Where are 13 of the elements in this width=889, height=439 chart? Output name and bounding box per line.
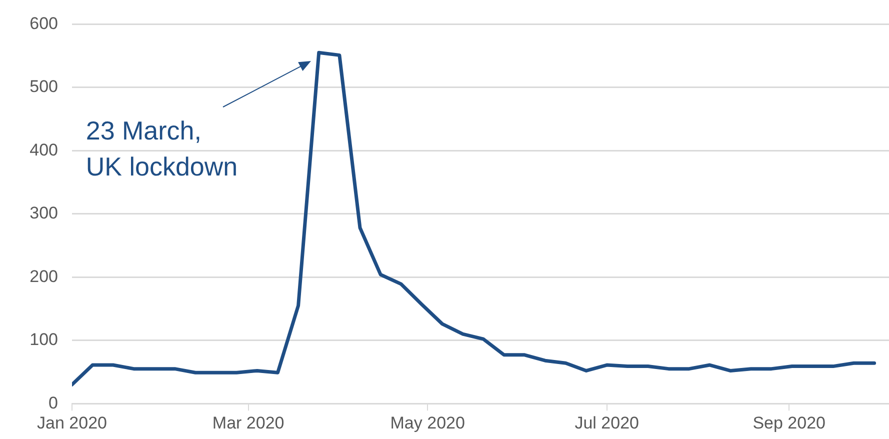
x-tick-label: Jan 2020 <box>37 413 107 432</box>
x-tick-label: May 2020 <box>390 413 465 432</box>
y-tick-label: 200 <box>30 266 58 286</box>
y-tick-label: 500 <box>30 77 58 96</box>
annotation: 23 March, UK lockdown <box>86 116 238 182</box>
y-tick-label: 0 <box>48 393 58 412</box>
y-tick-label: 100 <box>30 330 58 350</box>
x-tick-label: Sep 2020 <box>752 413 826 432</box>
y-tick-label: 600 <box>30 14 58 33</box>
y-tick-label: 300 <box>30 204 58 223</box>
y-tick-label: 400 <box>30 140 58 160</box>
x-tick-label: Mar 2020 <box>212 413 284 432</box>
x-tick-label: Jul 2020 <box>574 413 640 432</box>
